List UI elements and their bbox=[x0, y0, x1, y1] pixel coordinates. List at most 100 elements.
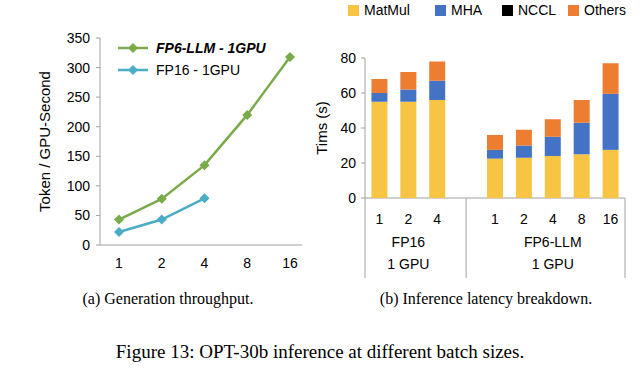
group-divider bbox=[466, 198, 467, 278]
tick-label: 300 bbox=[67, 60, 91, 76]
bar bbox=[603, 94, 619, 150]
legend-label: MatMul bbox=[364, 2, 410, 18]
bar bbox=[545, 119, 561, 137]
bar bbox=[487, 159, 503, 198]
bar-chart: 0 20 40 60 80 Tims (s) 1 2 4 1 2 4 8 16 FP16 1 GPU FP6-L… bbox=[313, 2, 626, 308]
legend-marker bbox=[128, 43, 138, 53]
marker bbox=[200, 160, 210, 170]
figure: 050100150200250300350124816Token / GPU-S… bbox=[0, 0, 640, 385]
tick-label: 1 bbox=[491, 211, 499, 227]
marker bbox=[114, 215, 124, 225]
bar bbox=[429, 100, 445, 198]
tick bbox=[96, 97, 100, 98]
marker bbox=[200, 193, 210, 203]
plot-area bbox=[371, 62, 618, 199]
group-sublabel: 1 GPU bbox=[532, 256, 574, 272]
legend-swatch bbox=[568, 5, 579, 16]
tick-label: 50 bbox=[74, 207, 90, 223]
tick-label: 2 bbox=[520, 211, 528, 227]
marker bbox=[157, 194, 167, 204]
bar bbox=[371, 93, 387, 102]
bar bbox=[603, 63, 619, 94]
subcaption: (b) Inference latency breakdown. bbox=[380, 290, 592, 308]
bar bbox=[545, 137, 561, 156]
figure-caption: Figure 13: OPT-30b inference at differen… bbox=[116, 341, 524, 362]
bar bbox=[371, 102, 387, 198]
marker bbox=[242, 110, 252, 120]
tick bbox=[361, 163, 365, 164]
bar bbox=[429, 81, 445, 100]
legend-label: FP6-LLM - 1GPU bbox=[156, 40, 267, 56]
tick bbox=[361, 198, 365, 199]
tick-label: 1 bbox=[115, 255, 123, 271]
bar bbox=[371, 79, 387, 93]
group-label: FP16 bbox=[392, 234, 426, 250]
legend-label: FP16 - 1GPU bbox=[156, 62, 240, 78]
tick bbox=[361, 58, 365, 59]
legend-swatch bbox=[435, 5, 446, 16]
tick bbox=[96, 38, 100, 39]
tick-label: 60 bbox=[340, 85, 356, 101]
tick bbox=[361, 128, 365, 129]
tick-label: 0 bbox=[348, 190, 356, 206]
bar bbox=[400, 102, 416, 198]
group-border bbox=[625, 198, 626, 278]
bar bbox=[400, 72, 416, 90]
bar bbox=[516, 130, 532, 146]
tick-label: 16 bbox=[603, 211, 619, 227]
tick bbox=[96, 245, 100, 246]
tick-label: 2 bbox=[404, 211, 412, 227]
tick-label: 8 bbox=[578, 211, 586, 227]
tick bbox=[96, 185, 100, 186]
tick bbox=[96, 156, 100, 157]
marker bbox=[157, 215, 167, 225]
bar bbox=[429, 62, 445, 81]
bar bbox=[545, 156, 561, 198]
tick bbox=[96, 215, 100, 216]
tick-label: 350 bbox=[67, 30, 91, 46]
bar bbox=[487, 135, 503, 150]
group-sublabel: 1 GPU bbox=[387, 256, 429, 272]
marker bbox=[285, 52, 295, 62]
legend-label: Others bbox=[584, 2, 626, 18]
line-chart: 050100150200250300350124816Token / GPU-S… bbox=[36, 30, 302, 308]
tick-label: 16 bbox=[282, 255, 298, 271]
bar bbox=[603, 150, 619, 198]
legend-label: MHA bbox=[451, 2, 483, 18]
tick-label: 200 bbox=[67, 119, 91, 135]
tick-label: 80 bbox=[340, 50, 356, 66]
line bbox=[119, 198, 205, 232]
axis-label: Token / GPU-Second bbox=[36, 71, 53, 212]
line bbox=[119, 57, 290, 220]
tick-label: 2 bbox=[158, 255, 166, 271]
legend-swatch bbox=[348, 5, 359, 16]
legend-label: NCCL bbox=[518, 2, 556, 18]
bar bbox=[516, 158, 532, 198]
y-axis bbox=[100, 38, 101, 245]
subcaption: (a) Generation throughput. bbox=[82, 290, 253, 308]
bar bbox=[574, 100, 590, 123]
tick-label: 40 bbox=[340, 120, 356, 136]
tick bbox=[361, 93, 365, 94]
tick-label: 20 bbox=[340, 155, 356, 171]
tick bbox=[96, 126, 100, 127]
marker bbox=[114, 227, 124, 237]
bar bbox=[574, 154, 590, 198]
x-axis bbox=[100, 245, 302, 246]
plot-area bbox=[114, 52, 295, 237]
bar bbox=[400, 90, 416, 102]
tick-label: 8 bbox=[243, 255, 251, 271]
legend-swatch bbox=[502, 5, 513, 16]
tick-label: 150 bbox=[67, 148, 91, 164]
tick-label: 0 bbox=[82, 237, 90, 253]
bar bbox=[516, 146, 532, 158]
y-axis bbox=[365, 58, 366, 278]
axis-label: Tims (s) bbox=[313, 101, 330, 155]
tick-label: 4 bbox=[433, 211, 441, 227]
tick-label: 4 bbox=[549, 211, 557, 227]
tick-label: 250 bbox=[67, 89, 91, 105]
group-label: FP6-LLM bbox=[524, 234, 582, 250]
bar bbox=[487, 150, 503, 159]
tick-label: 1 bbox=[376, 211, 384, 227]
tick-label: 4 bbox=[201, 255, 209, 271]
